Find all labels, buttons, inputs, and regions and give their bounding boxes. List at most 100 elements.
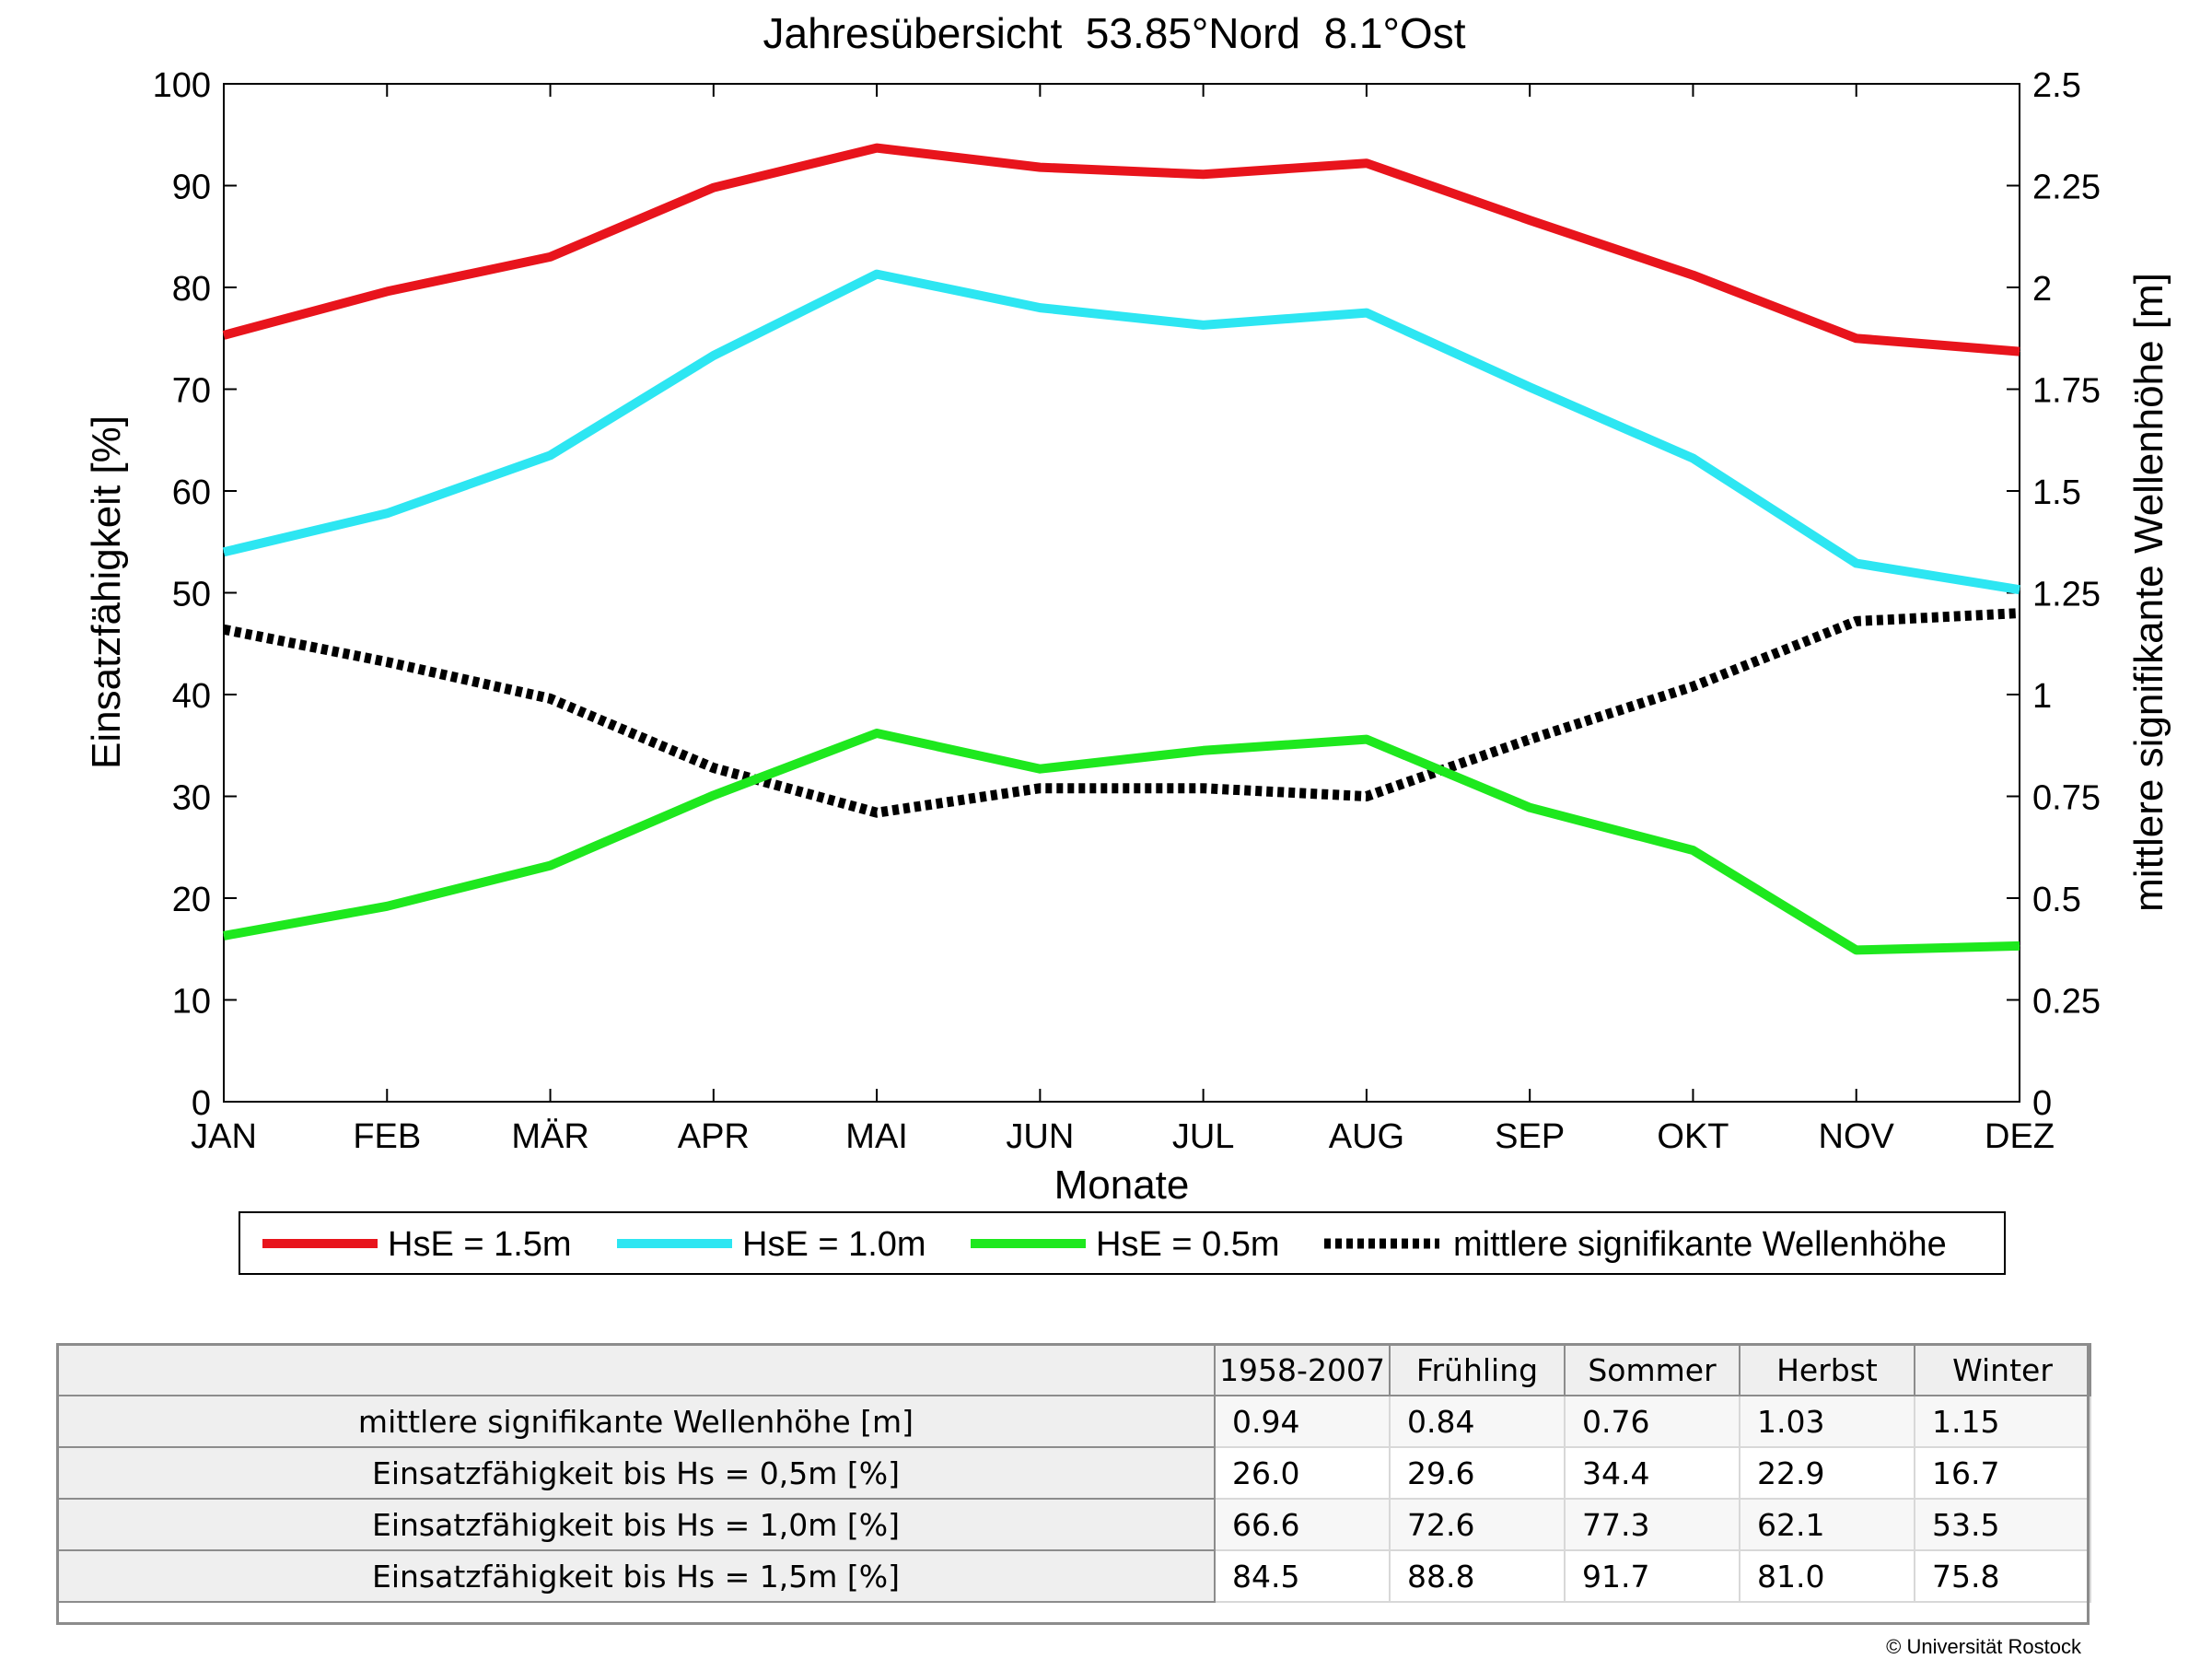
- y-tick-label: 10: [172, 983, 211, 1022]
- x-tick-label: MÄR: [511, 1117, 588, 1156]
- x-tick-label: APR: [678, 1117, 750, 1156]
- table-cell: 22.9: [1739, 1446, 1915, 1500]
- series-lines: [222, 143, 2020, 955]
- table-header-cell: Frühling: [1389, 1343, 1566, 1396]
- y2-tick-label: 2.25: [2032, 169, 2101, 207]
- y2-tick-label: 1.25: [2032, 576, 2101, 614]
- table-cell: 81.0: [1739, 1549, 1915, 1603]
- data-point: [550, 256, 552, 258]
- data-point: [1692, 849, 1694, 851]
- y-tick-label: 40: [172, 677, 211, 716]
- data-point: [876, 147, 878, 149]
- table-row-label: mittlere signifikante Wellenhöhe [m]: [56, 1395, 1216, 1448]
- table-row-label: Einsatzfähigkeit bis Hs = 1,5m [%]: [56, 1549, 1216, 1603]
- data-point: [1039, 788, 1041, 789]
- y2-tick-label: 0.5: [2032, 881, 2081, 919]
- legend-label: HsE = 1.5m: [388, 1225, 572, 1264]
- table-cell: 77.3: [1564, 1498, 1740, 1551]
- x-tick-label: JAN: [191, 1117, 257, 1156]
- table-cell: 0.76: [1564, 1395, 1740, 1448]
- table-header-cell: 1958-2007: [1214, 1343, 1391, 1396]
- y-tick-label: 60: [172, 473, 211, 512]
- table-header-row: 1958-2007 Frühling Sommer Herbst Winter: [56, 1343, 2091, 1396]
- table-cell: 29.6: [1389, 1446, 1566, 1500]
- data-point: [876, 274, 878, 275]
- data-point: [713, 187, 715, 189]
- series-line: [222, 608, 2020, 818]
- table-cell: 1.03: [1739, 1395, 1915, 1448]
- y2-tick-label: 1: [2032, 677, 2052, 716]
- data-point: [713, 794, 715, 796]
- data-point: [550, 697, 552, 699]
- data-point: [876, 812, 878, 813]
- copyright-note: © Universität Rostock: [1886, 1635, 2081, 1658]
- y2-tick-label: 2.5: [2032, 66, 2081, 105]
- y-axis-label: Einsatzfähigkeit [%]: [84, 415, 129, 769]
- data-point: [1529, 807, 1531, 809]
- data-point: [1856, 337, 1857, 339]
- data-point: [1856, 562, 1857, 564]
- data-point: [1203, 750, 1205, 752]
- y2-tick-label: 0.25: [2032, 983, 2101, 1022]
- table-cell: 16.7: [1914, 1446, 2091, 1500]
- x-tick-label: JUN: [1006, 1117, 1074, 1156]
- series-line: [222, 269, 2020, 595]
- table-row-label: Einsatzfähigkeit bis Hs = 1,0m [%]: [56, 1498, 1216, 1551]
- table-cell: 0.94: [1214, 1395, 1391, 1448]
- y-tick-label: 70: [172, 372, 211, 411]
- data-point: [550, 865, 552, 867]
- data-point: [223, 935, 225, 937]
- table-cell: 91.7: [1564, 1549, 1740, 1603]
- data-point: [1692, 685, 1694, 687]
- y-tick-label: 90: [172, 169, 211, 207]
- y-tick-label: 100: [153, 66, 211, 105]
- legend-label: HsE = 0.5m: [1096, 1225, 1280, 1264]
- series-line: [222, 143, 2020, 356]
- data-point: [386, 290, 388, 292]
- table-row: mittlere signifikante Wellenhöhe [m] 0.9…: [56, 1395, 2091, 1448]
- x-axis-label: Monate: [1054, 1162, 1190, 1208]
- table-row: Einsatzfähigkeit bis Hs = 1,5m [%] 84.5 …: [56, 1549, 2091, 1603]
- x-tick-label: NOV: [1819, 1117, 1895, 1156]
- table-cell: 84.5: [1214, 1549, 1391, 1603]
- data-point: [223, 628, 225, 630]
- table-cell: 62.1: [1739, 1498, 1915, 1551]
- axis-ticks: 0 10 20 30 40 50 60 70 80 90 100 0 0.25 0.5 0.75 1 1.25 1…: [153, 66, 2101, 1156]
- series-line: [223, 729, 2020, 955]
- data-point: [1039, 167, 1041, 169]
- data-point: [223, 551, 225, 553]
- data-point: [386, 661, 388, 663]
- y-tick-label: 0: [192, 1084, 211, 1123]
- y-tick-label: 20: [172, 881, 211, 919]
- legend-box: [239, 1211, 2006, 1275]
- data-point: [1366, 796, 1368, 797]
- table-cell: 34.4: [1564, 1446, 1740, 1500]
- plot-area: [223, 83, 2020, 1103]
- chart-title: Jahresübersicht 53.85°Nord 8.1°Ost: [763, 9, 1466, 57]
- legend-entries: HsE = 1.5m HsE = 1.0m HsE = 0.5m mittlere s…: [262, 1225, 1947, 1264]
- y2-tick-label: 0.75: [2032, 779, 2101, 818]
- table-cell: 53.5: [1914, 1498, 2091, 1551]
- table-cell: 88.8: [1389, 1549, 1566, 1603]
- x-tick-label: MAI: [845, 1117, 908, 1156]
- data-point: [386, 512, 388, 514]
- y2-tick-label: 1.75: [2032, 372, 2101, 411]
- data-point: [876, 732, 878, 734]
- table-cell: 75.8: [1914, 1549, 2091, 1603]
- data-point: [1039, 768, 1041, 770]
- data-point: [1366, 739, 1368, 741]
- table-header-cell: Winter: [1914, 1343, 2091, 1396]
- table-cell: 26.0: [1214, 1446, 1391, 1500]
- stats-table: 1958-2007 Frühling Sommer Herbst Winter …: [56, 1343, 2091, 1603]
- y2-tick-label: 1.5: [2032, 473, 2081, 512]
- y-tick-label: 30: [172, 779, 211, 818]
- x-tick-label: JUL: [1172, 1117, 1235, 1156]
- data-point: [1529, 386, 1531, 388]
- data-point: [1692, 458, 1694, 460]
- data-point: [1529, 219, 1531, 221]
- table-corner-cell: [56, 1343, 1216, 1396]
- table-row-label: Einsatzfähigkeit bis Hs = 0,5m [%]: [56, 1446, 1216, 1500]
- table-cell: 1.15: [1914, 1395, 2091, 1448]
- table-cell: 72.6: [1389, 1498, 1566, 1551]
